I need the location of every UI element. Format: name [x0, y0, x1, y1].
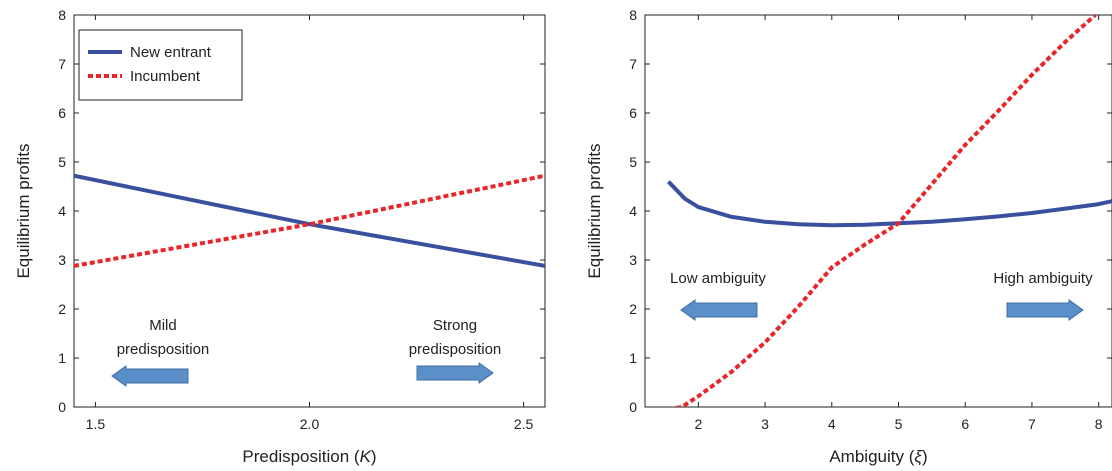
y-tick-label: 3	[58, 252, 66, 268]
legend-label: New entrant	[130, 44, 212, 61]
legend-label: Incumbent	[130, 68, 201, 85]
x-tick-label: 1.5	[86, 416, 106, 432]
annotation-text: predisposition	[409, 341, 502, 358]
x-axis-label: Ambiguity (ξ)	[829, 447, 927, 466]
x-tick-label: 2	[694, 416, 702, 432]
annotation-text: Strong	[433, 317, 477, 334]
annotation-text: High ambiguity	[993, 270, 1093, 287]
y-tick-label: 0	[58, 399, 66, 415]
x-tick-label: 4	[828, 416, 836, 432]
arrow-left-icon	[680, 299, 758, 321]
y-tick-label: 7	[58, 56, 66, 72]
y-tick-label: 2	[58, 301, 66, 317]
series-group	[74, 173, 545, 268]
y-axis-label: Equilibrium profits	[585, 143, 604, 278]
x-tick-label: 3	[761, 416, 769, 432]
arrow-right-icon	[1006, 299, 1084, 321]
annotation-text: Mild	[149, 317, 177, 334]
legend: New entrant Incumbent	[78, 29, 243, 101]
left-chart: 0 1 2 3 4 5 6 7 8 1.5 2.0 2.5 Predisposition (K) Equi…	[14, 7, 546, 466]
arrow-left-icon	[111, 365, 189, 387]
x-tick-label: 2.5	[514, 416, 534, 432]
y-tick-label: 6	[629, 105, 637, 121]
y-tick-label: 5	[58, 154, 66, 170]
x-tick-label: 2.0	[300, 416, 320, 432]
incumbent-line	[670, 15, 1097, 407]
y-tick-label: 3	[629, 252, 637, 268]
right-chart: 0 1 2 3 4 5 6 7 8 2 3 4 5 6 7 8 Ambiguity (ξ) Equilibrium…	[585, 7, 1112, 466]
arrow-right-icon	[416, 362, 494, 384]
series-group	[666, 15, 1112, 407]
y-axis-label: Equilibrium profits	[14, 143, 33, 278]
y-tick-label: 2	[629, 301, 637, 317]
y-tick-label: 4	[629, 203, 637, 219]
x-tick-label: 8	[1095, 416, 1103, 432]
y-tick-label: 4	[58, 203, 66, 219]
y-tick-label: 7	[629, 56, 637, 72]
y-tick-label: 1	[58, 350, 66, 366]
y-tick-label: 5	[629, 154, 637, 170]
y-tick-label: 1	[629, 350, 637, 366]
y-tick-label: 0	[629, 399, 637, 415]
y-tick-label: 8	[58, 7, 66, 23]
new-entrant-line	[666, 180, 1112, 228]
annotation-text: Low ambiguity	[670, 270, 766, 287]
x-tick-label: 6	[961, 416, 969, 432]
annotation-text: predisposition	[117, 341, 210, 358]
new-entrant-line	[74, 173, 545, 268]
y-tick-label: 6	[58, 105, 66, 121]
x-tick-label: 7	[1028, 416, 1036, 432]
legend-box	[78, 29, 243, 101]
x-axis-label: Predisposition (K)	[242, 447, 376, 466]
y-tick-label: 8	[629, 7, 637, 23]
x-tick-label: 5	[895, 416, 903, 432]
